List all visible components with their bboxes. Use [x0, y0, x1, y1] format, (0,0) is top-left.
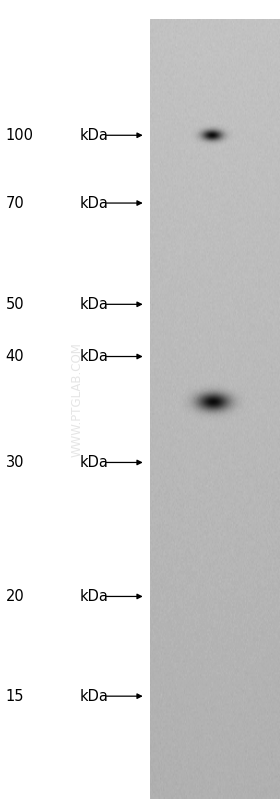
- Text: kDa: kDa: [80, 349, 109, 364]
- Text: 30: 30: [6, 455, 24, 470]
- Text: kDa: kDa: [80, 689, 109, 704]
- Text: 20: 20: [6, 589, 24, 604]
- Text: 40: 40: [6, 349, 24, 364]
- Text: kDa: kDa: [80, 128, 109, 143]
- Text: kDa: kDa: [80, 196, 109, 211]
- Text: 15: 15: [6, 689, 24, 704]
- Text: 100: 100: [6, 128, 34, 143]
- Text: WWW.PTGLAB.COM: WWW.PTGLAB.COM: [71, 342, 83, 457]
- Text: 70: 70: [6, 196, 24, 211]
- Text: kDa: kDa: [80, 455, 109, 470]
- Text: kDa: kDa: [80, 589, 109, 604]
- Text: 50: 50: [6, 296, 24, 312]
- Text: kDa: kDa: [80, 296, 109, 312]
